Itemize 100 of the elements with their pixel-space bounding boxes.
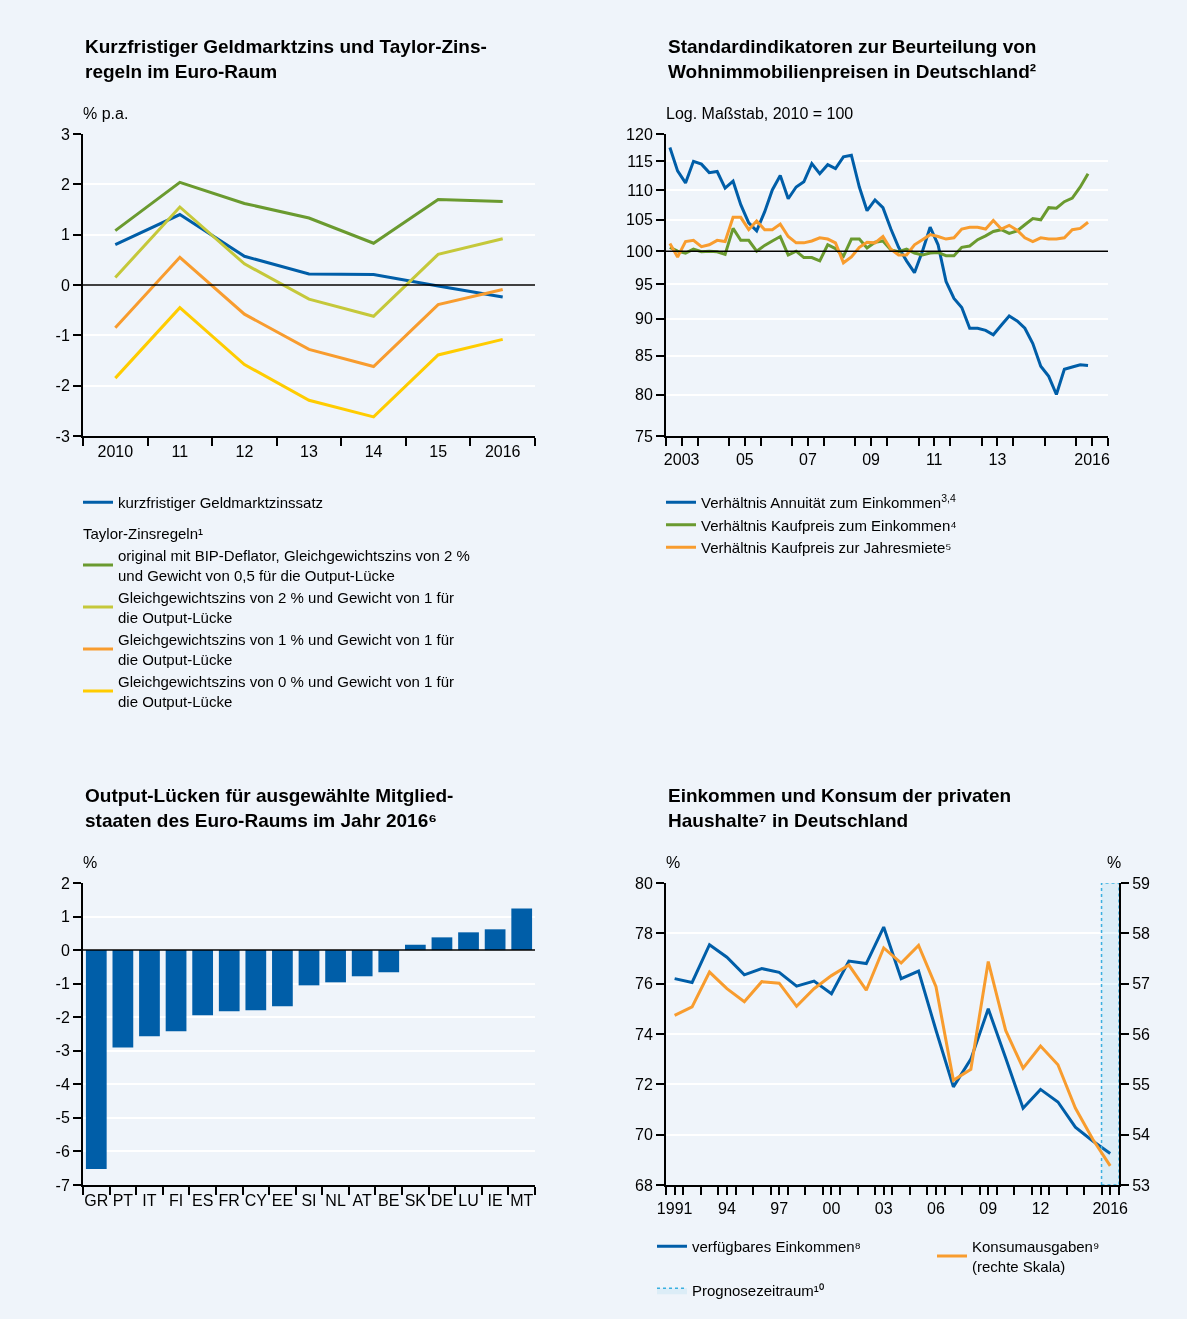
x-tick-label: 12	[235, 443, 254, 461]
y2-tick-label: 59	[1132, 874, 1151, 892]
x-tick-label: 13	[300, 443, 318, 461]
x-tick-label: NL	[325, 1192, 346, 1210]
legend-label: Gleichgewichtszins von 0 % und Gewicht von 1 für die Output-Lücke	[118, 673, 454, 710]
bar	[325, 950, 346, 983]
x-tick-label: IE	[487, 1192, 503, 1210]
bar	[378, 950, 400, 973]
x-tick-label: FR	[218, 1192, 240, 1210]
chart-title: Einkommen und Konsum der privaten Haushalte⁷ in Deutschland	[668, 785, 1012, 831]
x-tick-label: BE	[378, 1192, 400, 1210]
y-tick-label: 120	[626, 125, 653, 143]
y-tick-label: 68	[635, 1176, 653, 1194]
y-tick-label: 95	[635, 275, 653, 293]
legend-label: verfügbares Einkommen⁸	[692, 1238, 861, 1256]
y-tick-label: 78	[635, 924, 653, 942]
x-tick-label: 14	[364, 443, 383, 461]
x-tick-label: 07	[799, 451, 817, 469]
x-tick-label: 94	[718, 1200, 736, 1218]
y-tick-label: 2	[60, 175, 70, 193]
y2-tick-label: 58	[1132, 924, 1151, 942]
y-tick-label: -5	[55, 1109, 70, 1127]
x-tick-label: EE	[271, 1192, 294, 1210]
y-tick-label: 2	[60, 874, 70, 892]
y-tick-label: 3	[60, 125, 70, 143]
x-tick-label: PT	[112, 1192, 134, 1210]
y2-tick-label: 54	[1132, 1126, 1151, 1144]
y-tick-label: 85	[635, 347, 653, 365]
x-tick-label: 03	[874, 1200, 893, 1218]
y-tick-label: 0	[60, 276, 70, 294]
x-tick-label: 06	[927, 1200, 945, 1218]
bar	[511, 908, 533, 951]
legend-label: Gleichgewichtszins von 2 % und Gewicht von 1 für die Output-Lücke	[118, 589, 454, 626]
bar	[298, 950, 320, 986]
x-tick-label: CY	[244, 1192, 268, 1210]
y-tick-label: 1	[60, 908, 70, 926]
line-series	[113, 180, 505, 245]
bar	[431, 937, 453, 951]
y-tick-label: 70	[635, 1126, 653, 1144]
x-tick-label: 15	[429, 443, 448, 461]
x-tick-label: 2016	[1092, 1200, 1129, 1218]
y-tick-label: -1	[55, 326, 70, 344]
legend-label: Konsumausgaben⁹ (rechte Skala)	[972, 1238, 1100, 1275]
legend-title: Taylor-Zinsregeln¹	[83, 524, 204, 542]
x-tick-label: 1991	[656, 1200, 693, 1218]
x-tick-label: 11	[925, 451, 943, 469]
line-series	[113, 255, 505, 369]
x-tick-label: AT	[352, 1192, 373, 1210]
x-tick-label: ES	[191, 1192, 214, 1210]
y-tick-label: -4	[55, 1075, 70, 1093]
bar	[458, 932, 479, 951]
y-tick-label: -1	[55, 975, 70, 993]
y-tick-label: 115	[627, 152, 653, 170]
y-axis-title: %	[666, 854, 681, 871]
chart-title: Output-Lücken für ausgewählte Mitglied- staaten des Euro-Raums im Jahr 2016⁶	[85, 785, 454, 831]
line-series	[668, 215, 1090, 265]
y-tick-label: -3	[55, 427, 70, 445]
y-tick-label: -7	[55, 1176, 70, 1194]
x-tick-label: 2016	[1074, 451, 1110, 469]
y2-tick-label: 55	[1132, 1075, 1151, 1093]
x-tick-label: FI	[168, 1192, 184, 1210]
x-tick-label: LU	[458, 1192, 479, 1210]
y-tick-label: -3	[55, 1042, 70, 1060]
x-tick-label: 11	[171, 443, 189, 461]
chart-title: Standardindikatoren zur Beurteilung von Wohnimmobilienpreisen in Deutschland²	[668, 36, 1037, 82]
line-series	[113, 306, 505, 419]
y-tick-label: 76	[635, 975, 653, 993]
y-axis-title: Log. Maßstab, 2010 = 100	[666, 105, 854, 122]
legend-label: Verhältnis Kaufpreis zum Einkommen⁴	[701, 516, 957, 534]
y-tick-label: 1	[60, 226, 70, 244]
x-tick-label: SK	[404, 1192, 427, 1210]
x-tick-label: 12	[1031, 1200, 1050, 1218]
x-tick-label: MT	[510, 1192, 534, 1210]
y-tick-label: 80	[635, 386, 653, 404]
bar	[192, 950, 214, 1016]
x-tick-label: GR	[84, 1192, 109, 1210]
legend-label: Gleichgewichtszins von 1 % und Gewicht von 1 für die Output-Lücke	[118, 631, 454, 668]
y-tick-label: 105	[626, 211, 653, 229]
bar	[112, 950, 134, 1048]
legend-label: kurzfristiger Geldmarktzinssatz	[118, 494, 324, 512]
x-tick-label: 2010	[97, 443, 134, 461]
y-axis-title: % p.a.	[83, 105, 129, 122]
legend-label: Verhältnis Kaufpreis zur Jahresmiete⁵	[701, 539, 952, 557]
y-tick-label: 110	[627, 181, 653, 199]
x-tick-label: SI	[301, 1192, 317, 1210]
x-tick-label: 09	[979, 1200, 998, 1218]
y-tick-label: -6	[55, 1143, 70, 1161]
y2-tick-label: 57	[1132, 975, 1151, 993]
bar	[351, 950, 373, 977]
x-tick-label: 2003	[663, 451, 700, 469]
legend-label: original mit BIP-Deflator, Gleichgewichtszins von 2 % und Gewicht von 0,5 für die Output-Lücke	[118, 547, 470, 584]
legend-label: Prognosezeitraum¹⁰	[692, 1282, 824, 1300]
x-tick-label: 00	[822, 1200, 841, 1218]
x-tick-label: 05	[735, 451, 754, 469]
y-tick-label: 90	[635, 310, 653, 328]
bar	[85, 950, 107, 1169]
y-axis-title: %	[83, 854, 98, 871]
x-tick-label: IT	[142, 1192, 157, 1210]
bar	[139, 950, 160, 1037]
x-tick-label: 2016	[484, 443, 521, 461]
